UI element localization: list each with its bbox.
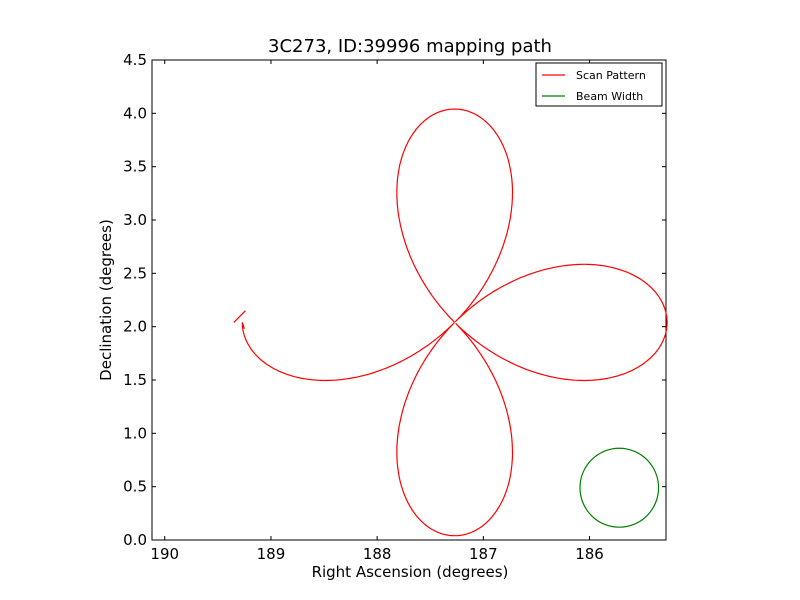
chart-title: 3C273, ID:39996 mapping path: [268, 36, 552, 57]
x-tick-label: 186: [575, 545, 604, 563]
y-tick-label: 2.5: [123, 264, 147, 282]
x-tick-label: 190: [150, 545, 179, 563]
y-axis: 0.0 0.5 1.0 1.5 2.0 2.5 3.0 3.5 4.0 4.5: [123, 51, 666, 549]
legend-label-scan-pattern: Scan Pattern: [576, 69, 646, 82]
legend: Scan Pattern Beam Width: [535, 62, 663, 107]
legend-label-beam-width: Beam Width: [576, 90, 643, 103]
x-tick-label: 188: [363, 545, 392, 563]
x-tick-label: 187: [469, 545, 498, 563]
plot-area-frame: [151, 59, 667, 541]
x-axis: 190 189 188 187 186: [150, 60, 604, 563]
legend-box: [535, 62, 663, 107]
y-tick-label: 3.0: [123, 211, 147, 229]
x-tick-label: 189: [257, 545, 286, 563]
y-tick-label: 4.5: [123, 51, 147, 69]
x-axis-label: Right Ascension (degrees): [312, 563, 509, 581]
y-tick-label: 0.5: [123, 478, 147, 496]
scan-pattern-line: [241, 108, 668, 537]
beam-width-circle: [579, 447, 660, 528]
y-tick-label: 1.5: [123, 371, 147, 389]
y-tick-label: 1.0: [123, 424, 147, 442]
y-tick-label: 0.0: [123, 531, 147, 549]
plot-series: [233, 108, 668, 537]
y-tick-label: 2.0: [123, 318, 147, 336]
y-tick-label: 3.5: [123, 158, 147, 176]
y-axis-label: Declination (degrees): [97, 219, 115, 381]
scan-pattern-lead-in: [233, 310, 246, 323]
y-tick-label: 4.0: [123, 104, 147, 122]
